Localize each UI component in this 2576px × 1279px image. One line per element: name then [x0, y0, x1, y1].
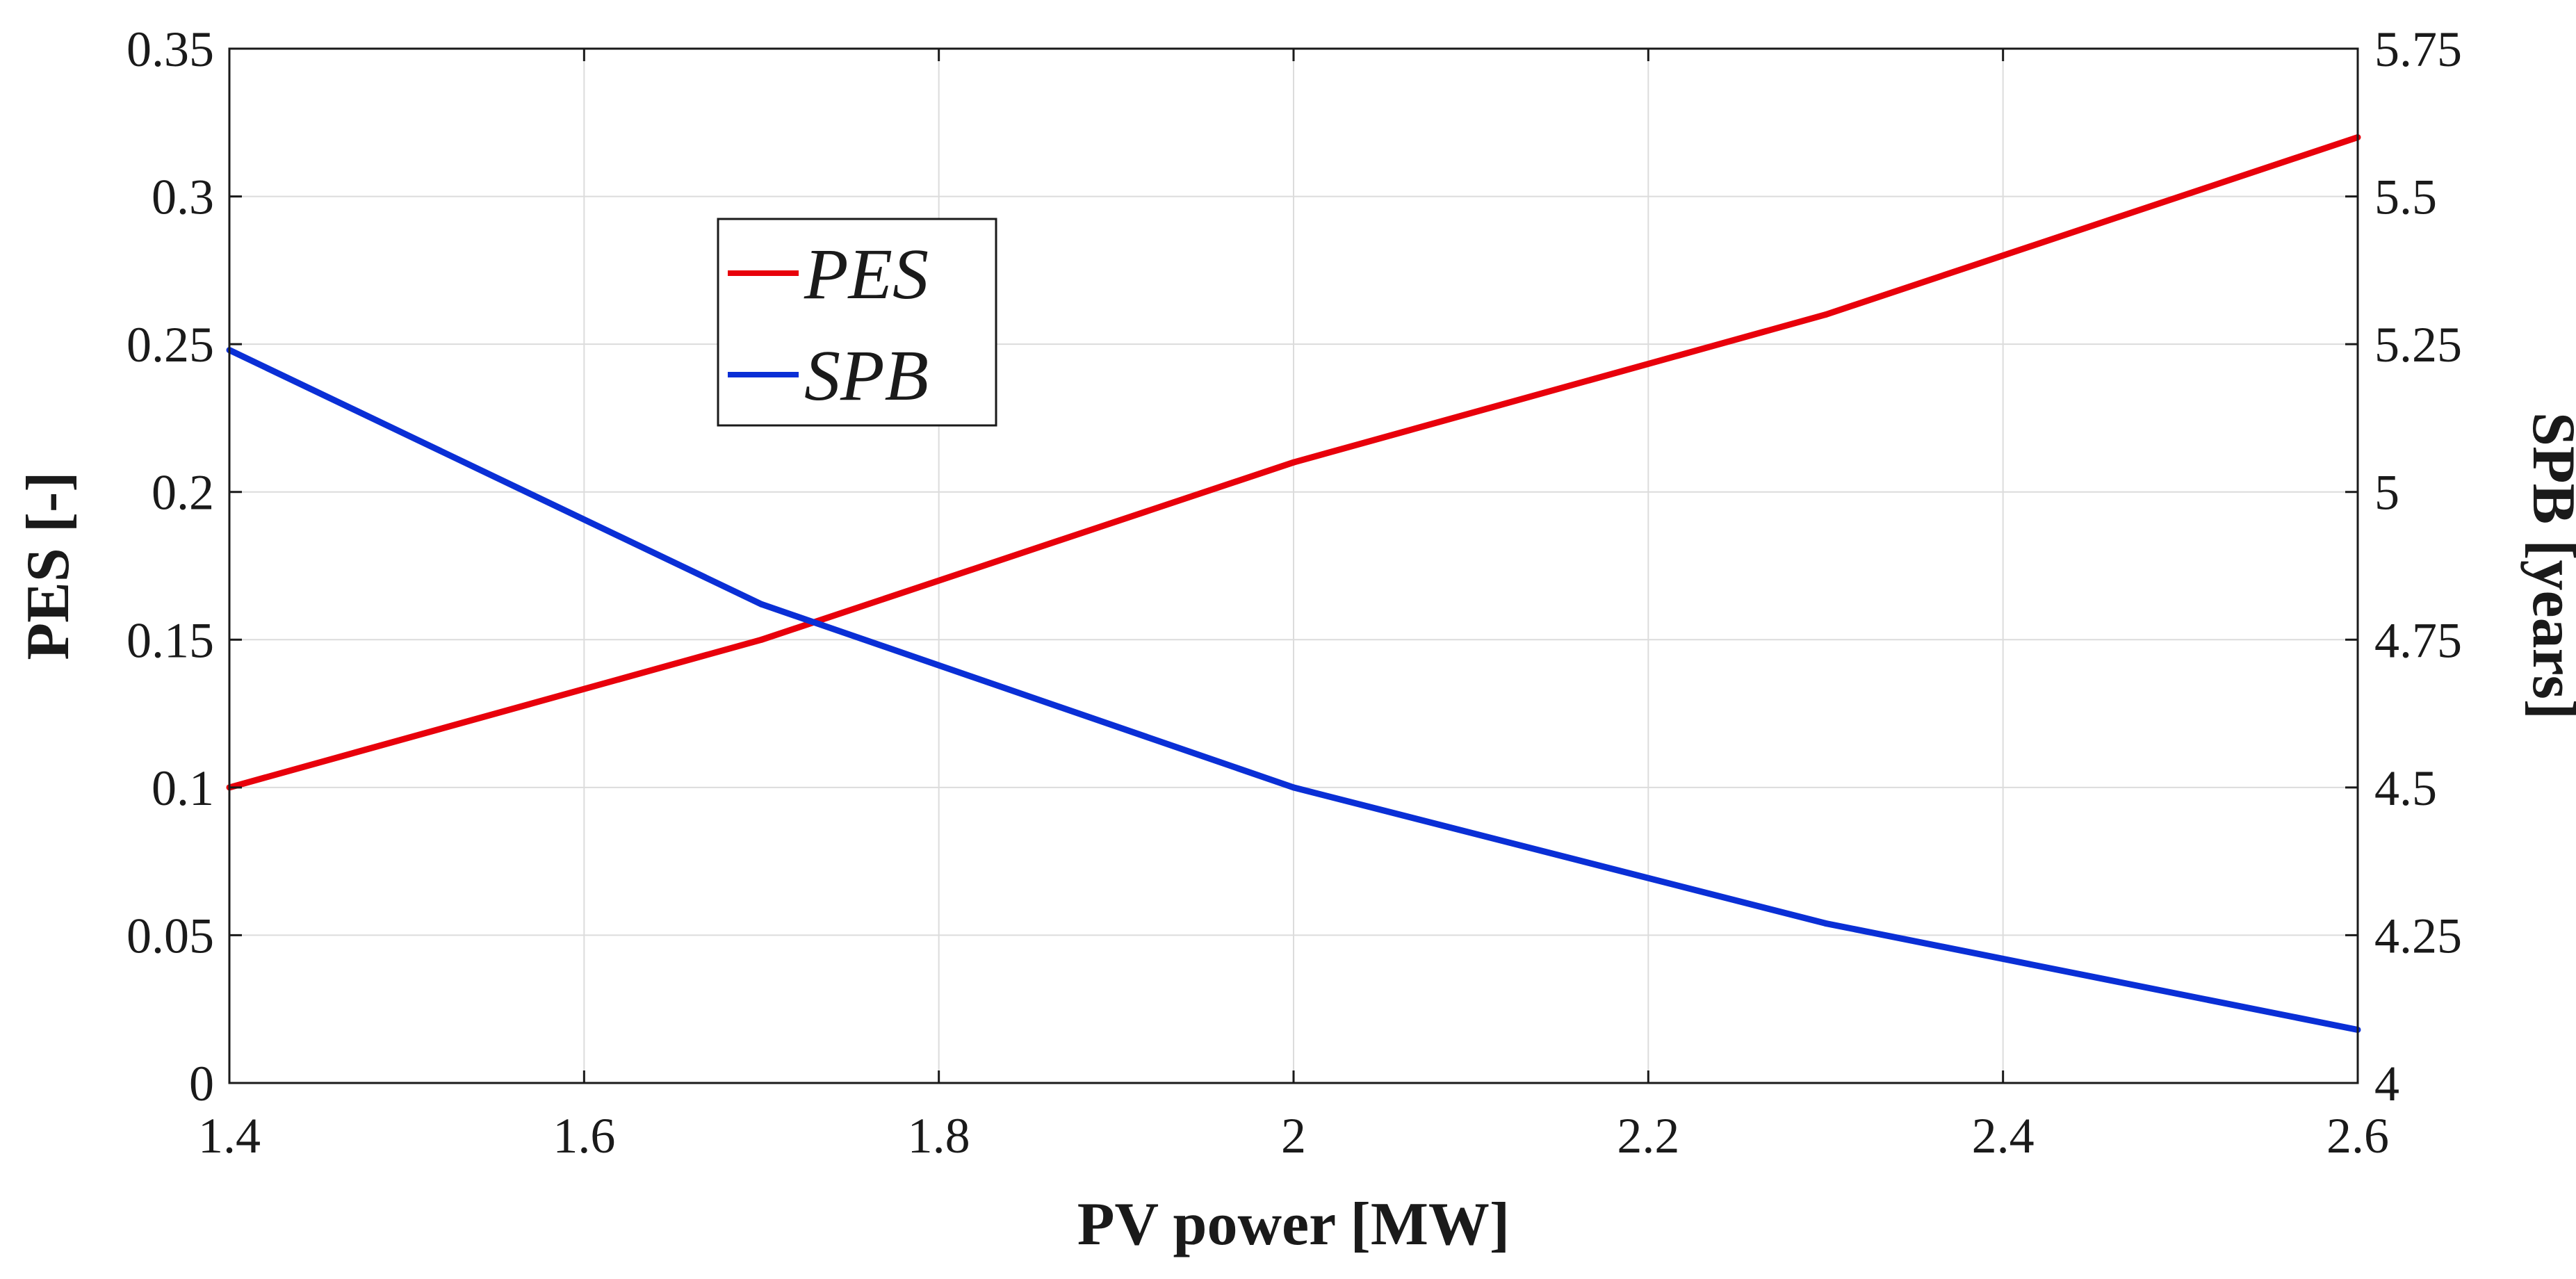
- data-point-spb: [1823, 920, 1829, 927]
- data-point-pes: [1823, 311, 1829, 318]
- data-point-pes: [1290, 459, 1297, 466]
- y-left-tick-label: 0: [189, 1056, 214, 1111]
- y-right-tick-label: 4.75: [2374, 612, 2462, 668]
- data-point-pes: [758, 636, 765, 643]
- x-tick-label: 2.4: [1972, 1108, 2035, 1164]
- y-left-axis-title: PES [-]: [15, 471, 82, 660]
- plot-frame: [228, 47, 2359, 1084]
- legend: PES SPB: [717, 218, 997, 427]
- y-right-tick-label: 4.25: [2374, 908, 2462, 963]
- legend-box: [717, 218, 997, 427]
- data-point-spb: [1290, 784, 1297, 791]
- tick-labels: 1.4 1.6 1.8 2 2.2 2.4 2.6 0 0.05 0.1 0.15 0.2 0.25 0.…: [127, 22, 2462, 1164]
- y-left-tick-label: 0.3: [152, 170, 214, 225]
- data-point-spb: [758, 601, 765, 608]
- y-left-tick-label: 0.35: [127, 22, 214, 77]
- x-tick-label: 1.6: [553, 1108, 615, 1164]
- y-left-tick-label: 0.1: [152, 760, 214, 816]
- y-right-tick-label: 5.75: [2374, 22, 2462, 77]
- x-tick-label: 2.2: [1617, 1108, 1679, 1164]
- y-right-tick-label: 5.25: [2374, 317, 2462, 373]
- legend-label-pes: PES: [804, 234, 929, 314]
- axes: [228, 47, 2359, 1084]
- x-tick-label: 1.4: [198, 1108, 261, 1164]
- x-axis-title: PV power [MW]: [1077, 1191, 1510, 1258]
- y-right-tick-label: 5: [2374, 465, 2399, 521]
- y-left-tick-label: 0.25: [127, 317, 214, 373]
- y-right-axis-title: SPB [years]: [2520, 412, 2576, 719]
- series-lines: [226, 134, 2361, 1033]
- y-left-tick-label: 0.05: [127, 908, 214, 963]
- x-tick-label: 1.8: [908, 1108, 970, 1164]
- x-tick-label: 2: [1281, 1108, 1306, 1164]
- y-right-tick-label: 4.5: [2374, 760, 2437, 816]
- y-right-tick-label: 5.5: [2374, 170, 2437, 225]
- y-right-tick-label: 4: [2374, 1056, 2399, 1111]
- x-tick-label: 2.6: [2326, 1108, 2389, 1164]
- y-left-tick-label: 0.15: [127, 612, 214, 668]
- y-left-tick-label: 0.2: [152, 465, 214, 521]
- legend-label-spb: SPB: [804, 336, 929, 416]
